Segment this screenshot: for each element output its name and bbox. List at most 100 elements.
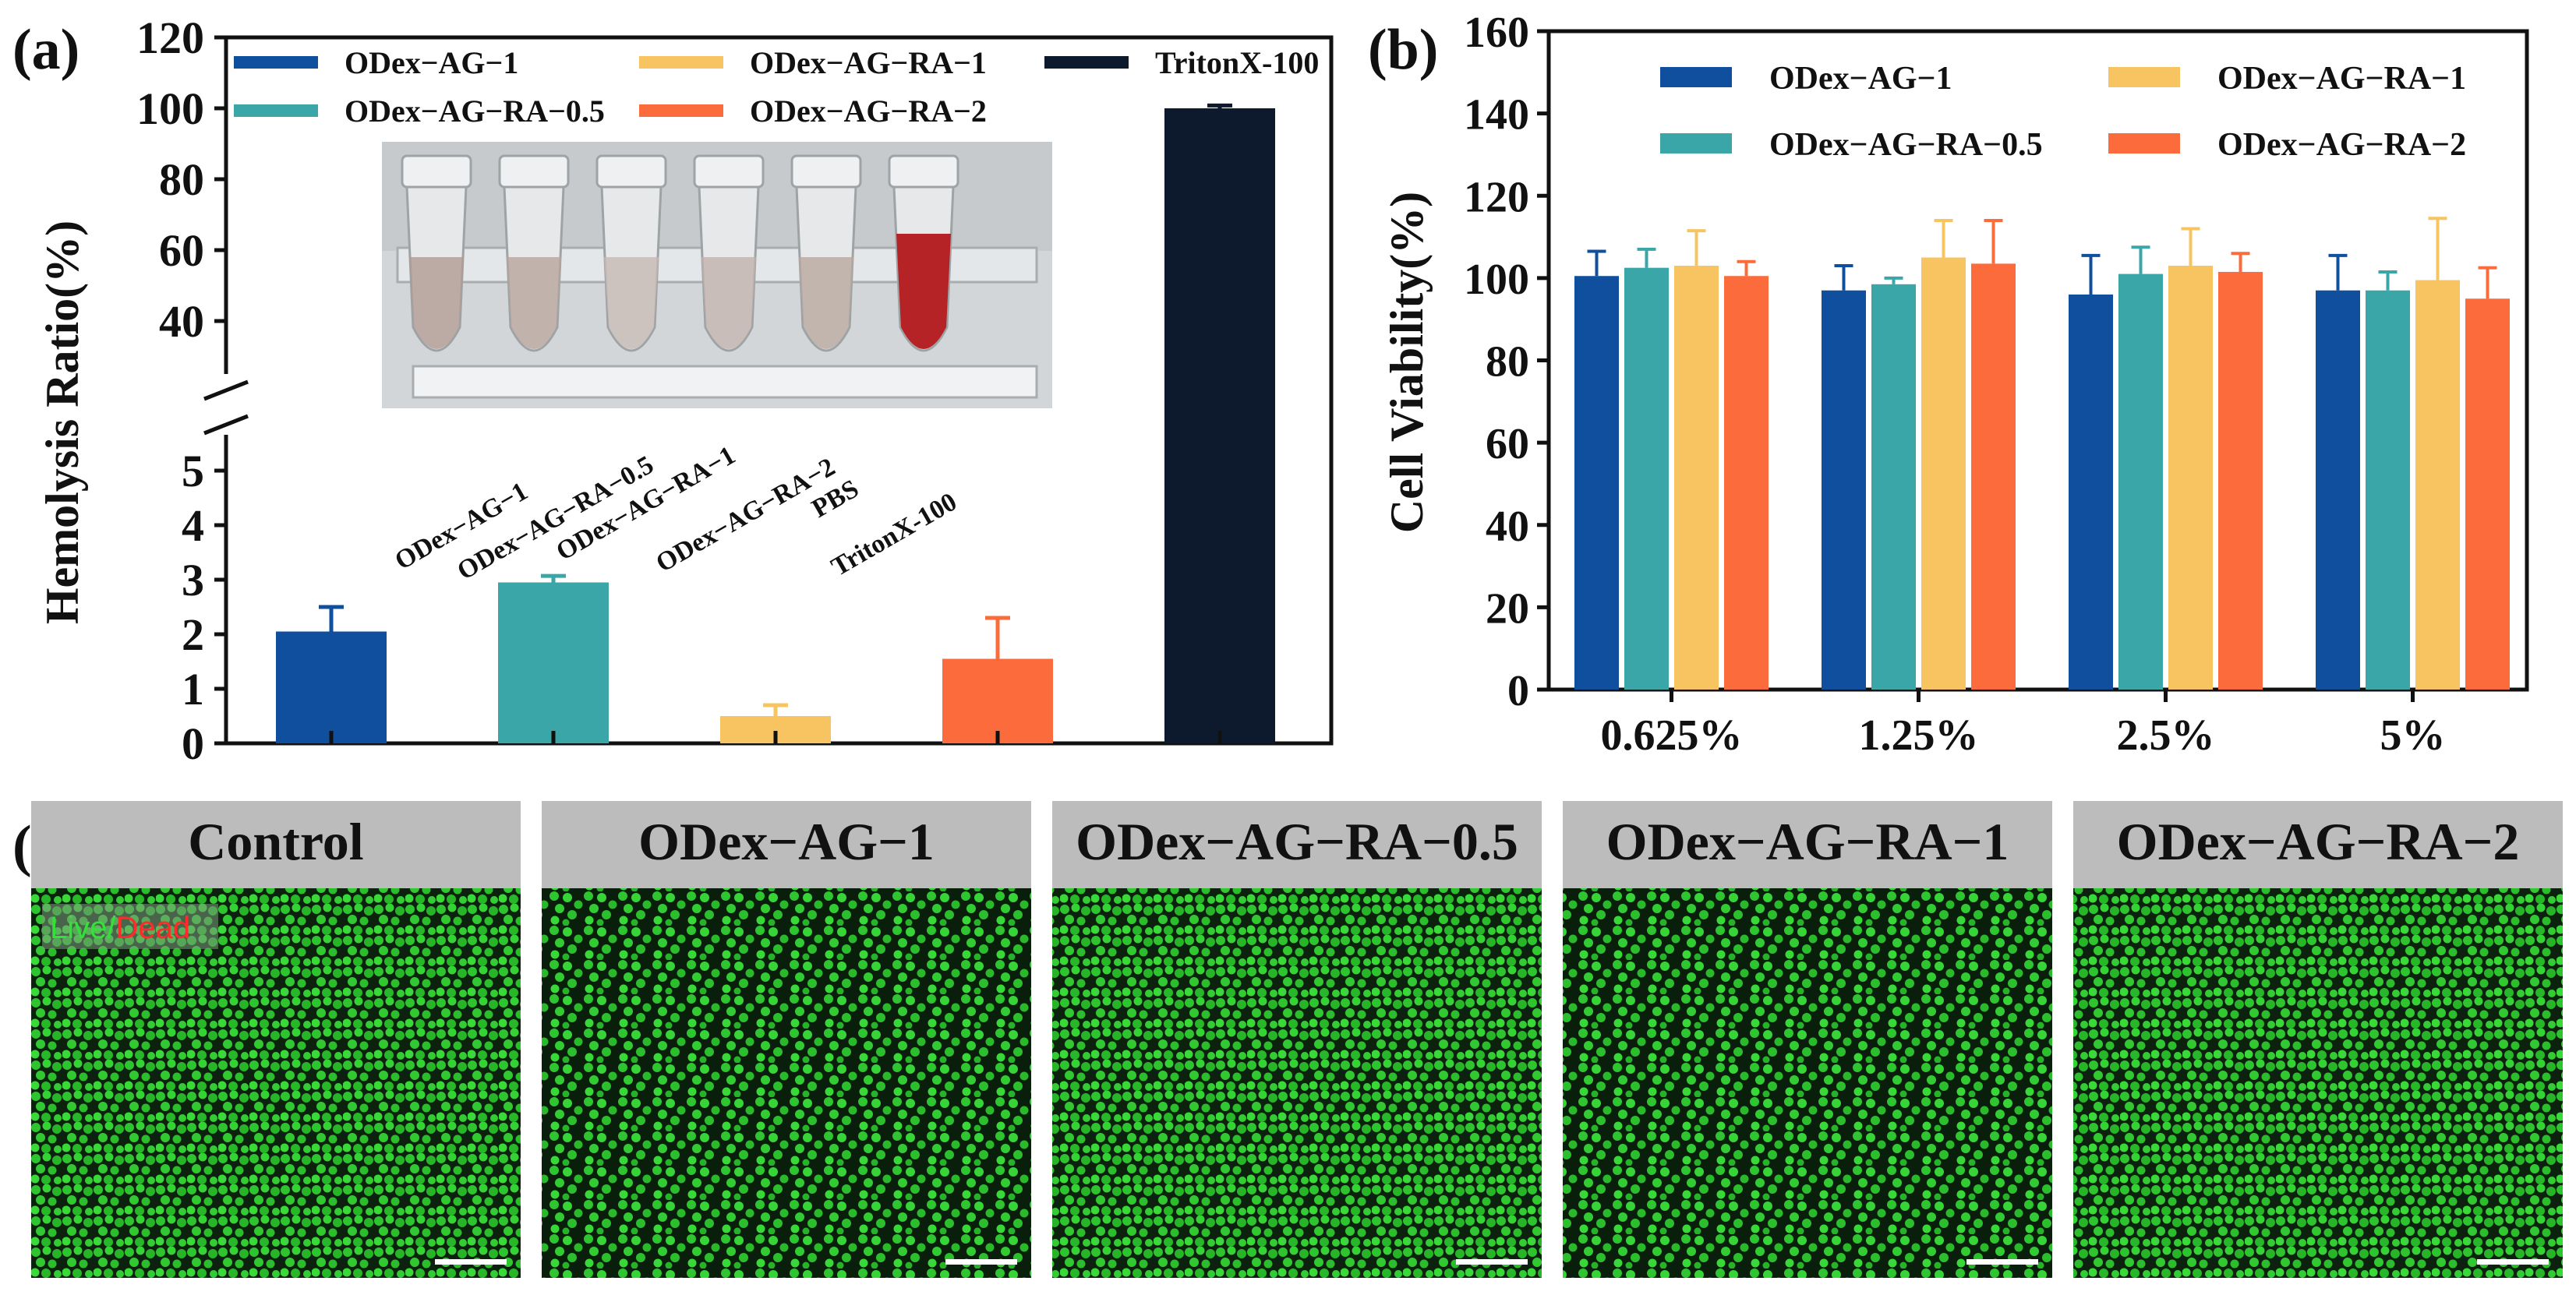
bar [2316, 290, 2360, 690]
y-tick-label: 1 [182, 664, 204, 715]
scale-bar [2477, 1259, 2549, 1265]
micrograph-panel: Control [31, 801, 521, 1278]
legend-label: ODex−AG−RA−2 [750, 94, 987, 129]
bar [1921, 257, 1966, 690]
micrograph-title-bar [1052, 801, 1542, 888]
panel-a-label: (a) [12, 18, 80, 82]
bar [1971, 263, 2016, 690]
legend-swatch [2108, 67, 2180, 87]
panel-b-y-axis-title: Cell Viability(%) [1381, 192, 1433, 533]
panel-a-bars [276, 103, 1275, 743]
scale-bar [1966, 1259, 2038, 1265]
panel-b-bars [1574, 217, 2510, 690]
x-tick-label: 2.5% [2117, 711, 2215, 760]
y-tick-label: 0 [182, 718, 204, 769]
stain-legend-text: Live/Dead [50, 911, 190, 945]
y-tick-label: 20 [1486, 584, 1529, 633]
bar [1871, 284, 1916, 690]
micrograph-panel: ODex−AG−RA−1 [1563, 801, 2052, 1278]
bar [2415, 280, 2460, 690]
scale-bar [945, 1259, 1017, 1265]
legend-swatch [639, 104, 723, 117]
legend-label: ODex−AG−1 [1769, 61, 1952, 97]
micrograph-title-bar [2073, 801, 2563, 888]
bar [942, 658, 1053, 743]
micrograph-title-bar [542, 801, 1031, 888]
panel-b-label: (b) [1368, 18, 1438, 82]
y-tick-label: 140 [1464, 91, 1529, 139]
y-tick-label: 40 [1486, 503, 1529, 551]
bar [1674, 266, 1719, 690]
y-tick-label: 120 [136, 12, 204, 63]
micrograph-title-bar [31, 801, 521, 888]
tube-rack-photo [382, 142, 1052, 408]
bar [1724, 276, 1769, 690]
bar [2069, 295, 2113, 690]
legend-swatch [1660, 133, 1732, 153]
micrograph-title: ODex−AG−1 [638, 812, 935, 871]
y-tick-label: 2 [182, 609, 204, 660]
micrograph-panel: ODex−AG−1 [542, 801, 1031, 1278]
tube-labels: ODex−AG−1ODex−AG−RA−0.5ODex−AG−RA−1ODex−… [390, 441, 962, 586]
x-tick-label: 1.25% [1859, 711, 1979, 760]
axis-break-mark [203, 379, 249, 401]
y-tick-label: 100 [1464, 256, 1529, 304]
y-tick-label: 60 [1486, 420, 1529, 468]
bar [2218, 271, 2263, 690]
legend-label: ODex−AG−RA−2 [2217, 127, 2466, 163]
bar [2168, 266, 2213, 690]
y-tick-label: 80 [1486, 338, 1529, 386]
fluorescence-image [542, 888, 1031, 1278]
y-tick-label: 120 [1464, 173, 1529, 221]
legend-swatch [639, 56, 723, 69]
legend-label: ODex−AG−RA−1 [2217, 61, 2466, 97]
micrograph-title-bar [1563, 801, 2052, 888]
x-tick-label: 5% [2380, 711, 2446, 760]
micrograph-row: Control ODex−AG−1 ODex−AG−RA−0.5 ODex−AG−RA… [31, 801, 2563, 1278]
legend-swatch [1660, 67, 1732, 87]
legend-label: ODex−AG−RA−0.5 [1769, 127, 2043, 163]
bar [1164, 108, 1275, 743]
y-tick-label: 3 [182, 555, 204, 605]
panel-b-legend: ODex−AG−1 ODex−AG−RA−0.5 ODex−AG−RA−1 ODex−… [1660, 61, 2466, 163]
y-tick-label: 60 [159, 225, 204, 276]
y-tick-label: 80 [159, 154, 204, 205]
bar [2118, 273, 2163, 690]
stain-live-label: Live [50, 911, 107, 945]
bar [1574, 276, 1619, 690]
micrograph-title: ODex−AG−RA−1 [1606, 812, 2009, 871]
y-tick-label: 0 [1507, 667, 1529, 715]
micrograph-title: ODex−AG−RA−2 [2117, 812, 2520, 871]
legend-label: ODex−AG−1 [345, 45, 518, 80]
scale-bar [1456, 1259, 1528, 1265]
micrograph-title: ODex−AG−RA−0.5 [1076, 812, 1518, 871]
bar [498, 582, 609, 743]
panel-b-y-ticks: 0 20 40 60 80 100 120 140 160 [1464, 9, 1549, 715]
stain-dead-label: Dead [116, 911, 191, 945]
bar [2366, 290, 2410, 690]
fluorescence-image [1563, 888, 2052, 1278]
legend-label: TritonX-100 [1155, 45, 1319, 80]
bar [1624, 267, 1669, 690]
legend-swatch [1044, 56, 1129, 69]
fluorescence-image [2073, 888, 2563, 1278]
y-tick-label: 4 [182, 500, 204, 551]
axis-break-mark [203, 414, 249, 436]
micrograph-title: Control [188, 812, 363, 871]
bar [1822, 290, 1866, 690]
fluorescence-image [1052, 888, 1542, 1278]
y-tick-label: 100 [136, 83, 204, 134]
stain-legend: Live/Dead [42, 904, 218, 949]
legend-label: ODex−AG−RA−1 [750, 45, 987, 80]
panel-a-legend: ODex−AG−1 ODex−AG−RA−0.5 ODex−AG−RA−1 ODex−… [234, 45, 1319, 129]
micrograph-panel: ODex−AG−RA−0.5 [1052, 801, 1542, 1278]
stain-separator: / [107, 911, 116, 945]
legend-swatch [2108, 133, 2180, 153]
fluorescence-image [31, 888, 521, 1278]
y-tick-label: 40 [159, 296, 204, 347]
legend-swatch [234, 56, 318, 69]
bar [276, 631, 387, 743]
